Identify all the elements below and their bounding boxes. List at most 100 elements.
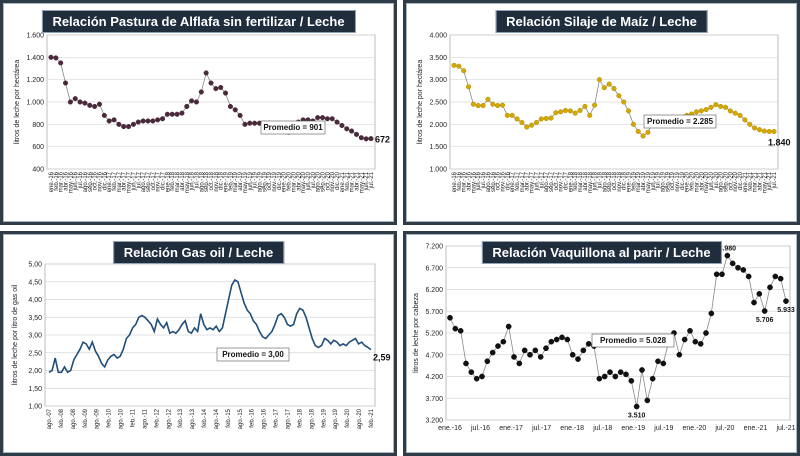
y-tick-label: 3.700 (425, 396, 443, 403)
x-tick-label: may.-18 (588, 171, 594, 193)
data-point (747, 121, 753, 127)
x-tick-label: jul.-21 (369, 171, 375, 189)
x-tick-label: feb.-16 (457, 171, 463, 190)
data-point (319, 115, 326, 121)
x-tick-label: ago.-17 (286, 408, 292, 429)
x-tick-label: nov.-17 (156, 171, 162, 191)
data-point (121, 124, 127, 130)
x-tick-label: dic.-19 (277, 171, 283, 190)
x-tick-label: oct.-18 (612, 171, 618, 190)
data-point (559, 334, 565, 341)
y-tick-label: 4.200 (425, 374, 443, 381)
data-point (213, 86, 219, 92)
x-tick-label: oct.-17 (554, 171, 560, 190)
data-point (592, 102, 598, 108)
alfalfa-chart-svg: 400 600 800 1.000 1.200 1.400 1.600 litros de l… (14, 33, 390, 194)
chart-panel-alfalfa: 400 600 800 1.000 1.200 1.400 1.600 litros de l… (0, 0, 397, 225)
x-tick-label: ago.-19 (660, 171, 666, 192)
silaje-chart-svg: 1.000 1.500 2.000 2.500 3.000 3.500 4.000 litro… (417, 33, 791, 194)
x-tick-label: abr.-20 (296, 171, 302, 190)
x-tick-label: may.-16 (471, 171, 477, 193)
x-tick-label: jun.-18 (190, 171, 196, 191)
x-tick-label: abr.-17 (525, 171, 531, 190)
y-tick-label: 1,00 (28, 404, 42, 411)
data-point (761, 128, 767, 134)
y-tick-label: 5.700 (425, 309, 443, 316)
data-point (655, 358, 661, 365)
vaquillona-chart-svg: 3.200 3.700 4.200 4.700 5.200 5.700 6.200 6.700… (413, 244, 796, 433)
data-point (633, 403, 640, 410)
x-tick-label: ene.-17 (499, 425, 523, 432)
y-tick-label: 1.200 (26, 77, 44, 84)
x-tick-label: dic.-20 (738, 171, 744, 190)
data-point (628, 378, 635, 384)
data-point (470, 101, 476, 107)
data-point (771, 128, 777, 135)
x-tick-label: nov.-16 (97, 171, 103, 191)
data-point (189, 98, 195, 104)
x-tick-label: mar.-17 (117, 171, 123, 192)
x-tick-label: feb.-17 (274, 408, 280, 427)
x-tick-label: ene.-17 (107, 171, 113, 192)
chart-panel-vaquillona: 3.200 3.700 4.200 4.700 5.200 5.700 6.200 6.700… (403, 231, 800, 456)
x-tick-label: dic.-18 (219, 171, 225, 190)
average-box (216, 347, 290, 362)
x-tick-label: feb.-21 (748, 171, 754, 190)
x-tick-label: oct.-20 (325, 171, 331, 190)
x-tick-label: jul.-16 (481, 171, 487, 189)
data-point (495, 103, 501, 109)
data-point (644, 397, 651, 404)
x-tick-label: ene.-16 (49, 171, 55, 192)
x-tick-label: ene.-21 (744, 425, 768, 432)
x-tick-label: feb.-10 (107, 408, 113, 427)
x-tick-label: ago.-13 (190, 408, 196, 429)
data-point (577, 107, 583, 114)
data-point (752, 125, 758, 131)
series-line (449, 254, 787, 407)
x-tick-label: may.-21 (359, 171, 365, 193)
x-tick-label: jun.-17 (534, 171, 540, 191)
data-point (698, 108, 704, 114)
x-tick-label: ene.-17 (510, 171, 516, 192)
x-tick-label: feb.-20 (345, 408, 351, 427)
data-point (53, 55, 59, 61)
data-point (527, 351, 533, 358)
x-tick-label: ene.-20 (685, 171, 691, 192)
y-tick-label: 2,00 (28, 368, 42, 375)
x-tick-label: ene.-20 (682, 425, 706, 432)
x-tick-label: jul.-20 (714, 171, 720, 189)
x-tick-label: ago.-18 (309, 408, 315, 429)
x-tick-label: feb.-11 (130, 408, 136, 427)
data-point (111, 117, 117, 123)
y-tick-label: 3.000 (429, 77, 447, 84)
x-tick-label: nov.-16 (500, 171, 506, 191)
data-point (756, 291, 763, 297)
data-point (155, 117, 161, 123)
data-point (479, 373, 485, 380)
x-tick-label: jun.-21 (767, 171, 773, 191)
x-tick-label: ago.-17 (141, 171, 147, 192)
data-point (537, 354, 544, 360)
x-tick-label: ago.-15 (238, 408, 244, 429)
data-point (447, 314, 453, 321)
data-point (329, 116, 335, 122)
y-tick-label: 3.500 (429, 55, 447, 62)
x-tick-label: jul.-21 (772, 171, 778, 189)
y-axis-title: litros de leche por litro de gas oil (12, 284, 19, 385)
data-point (247, 120, 253, 126)
y-tick-label: 4,50 (28, 279, 42, 286)
data-point (72, 96, 78, 102)
data-point (468, 369, 475, 375)
y-tick-label: 2,50 (28, 350, 42, 357)
x-tick-label: dic.-18 (622, 171, 628, 190)
x-tick-label: oct.-19 (267, 171, 273, 190)
x-tick-label: ene.-21 (743, 171, 749, 192)
data-point (783, 298, 789, 304)
data-point (645, 129, 651, 135)
x-tick-label: oct.-16 (496, 171, 502, 190)
x-tick-label: jun.-20 (306, 171, 312, 191)
data-point (315, 115, 321, 121)
data-point (729, 260, 736, 267)
data-point (511, 354, 517, 360)
x-tick-label: abr.-18 (180, 171, 186, 190)
